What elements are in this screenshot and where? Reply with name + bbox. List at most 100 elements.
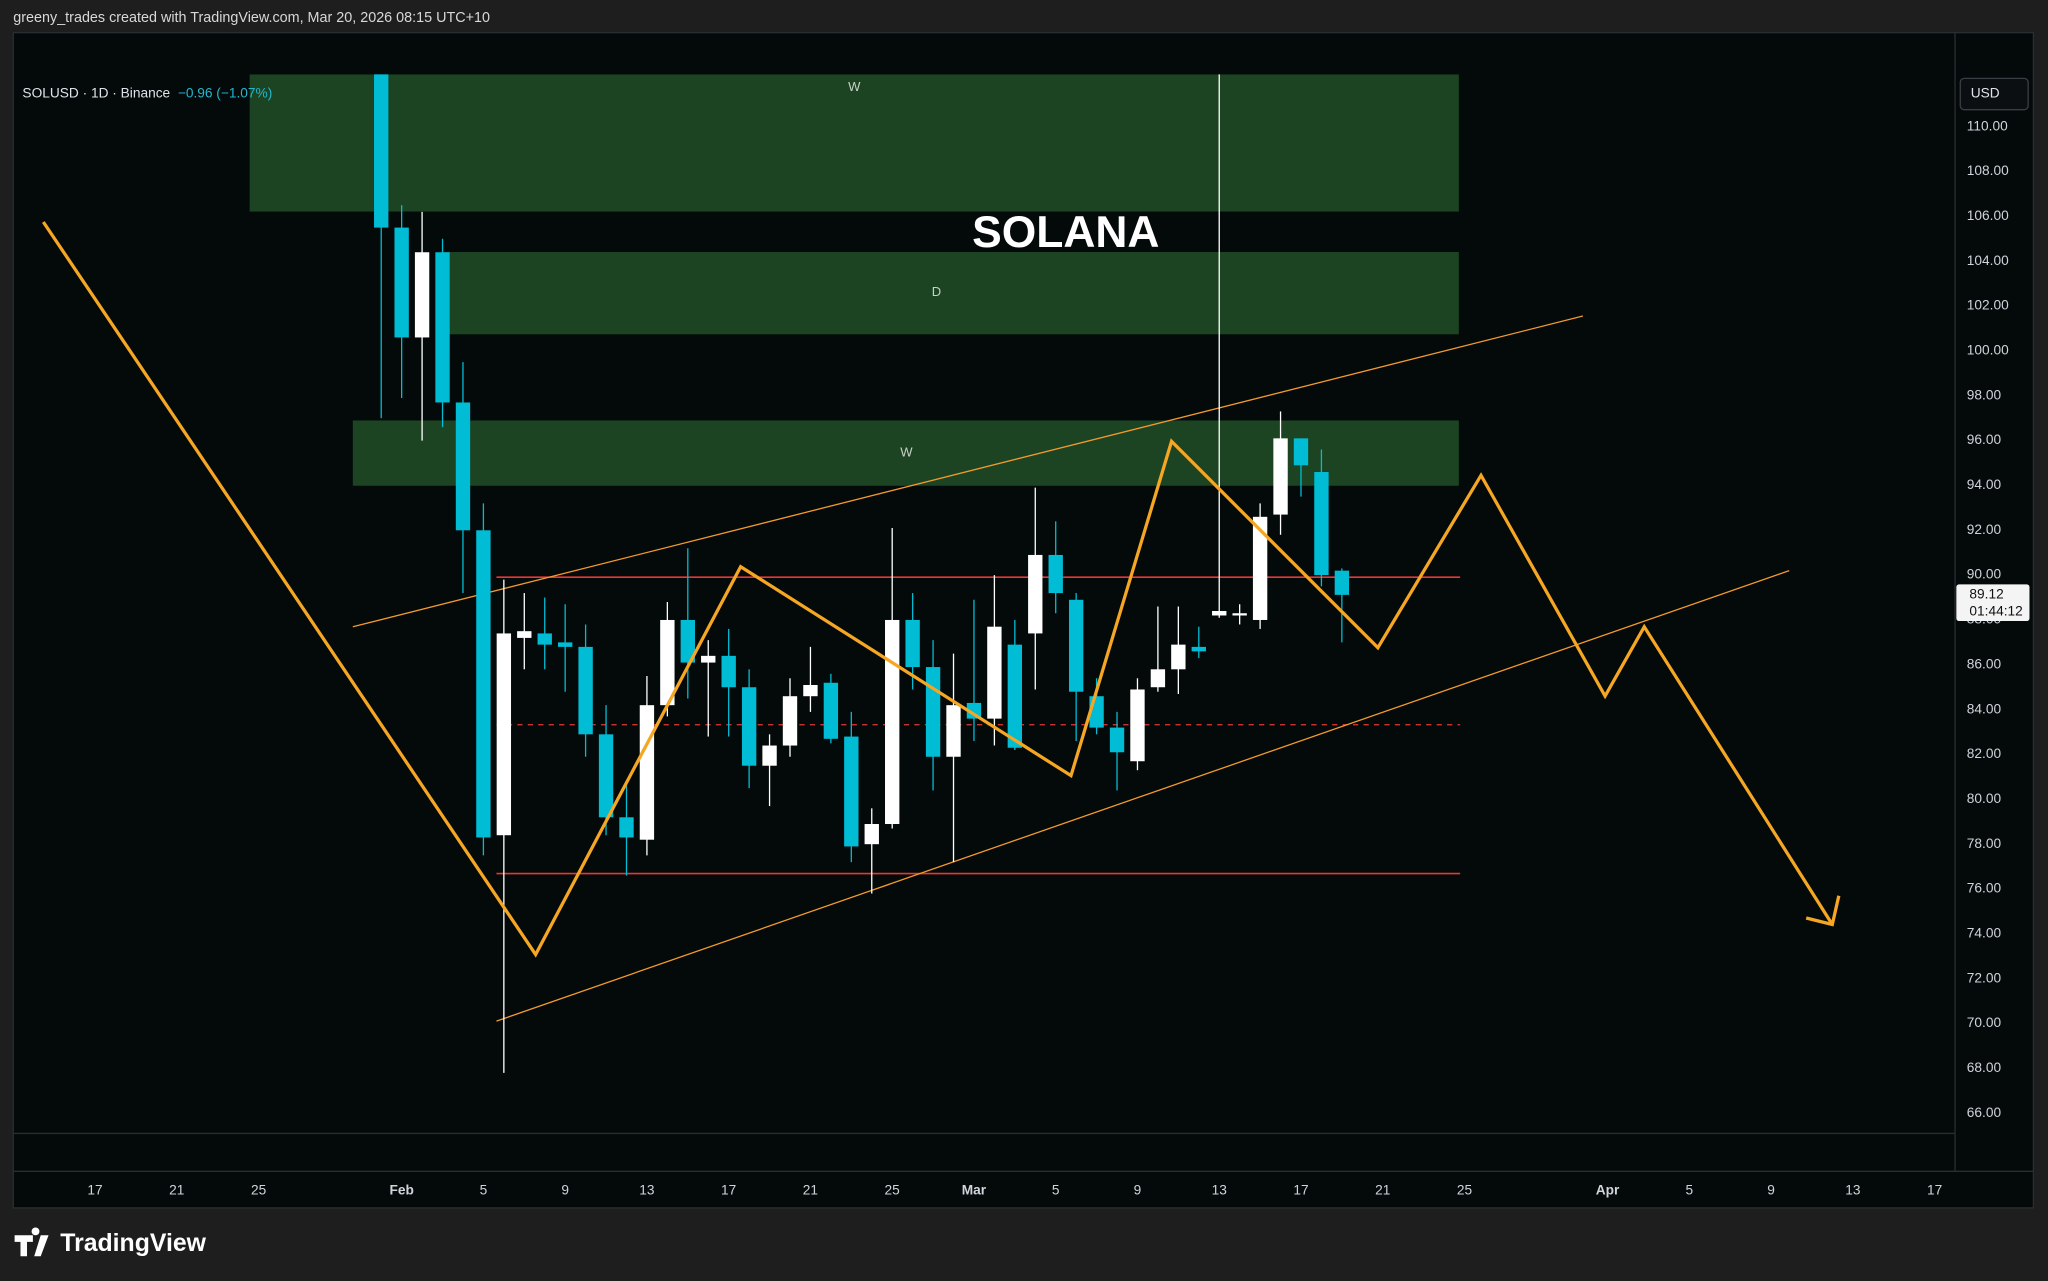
candle-body: [1334, 570, 1350, 595]
y-tick-label: 106.00: [1967, 208, 2009, 223]
y-tick-label: 96.00: [1967, 432, 2002, 447]
candle-body: [1252, 516, 1268, 620]
x-tick-label: 17: [1293, 1183, 1308, 1198]
candle-body: [455, 402, 471, 531]
x-tick-label: 5: [1686, 1183, 1694, 1198]
candle-body: [1212, 611, 1227, 616]
x-tick-label: Apr: [1596, 1183, 1620, 1198]
candle-body: [537, 633, 552, 645]
candle-body: [496, 633, 512, 836]
chart-pane: [12, 31, 2035, 1209]
x-tick-label: 25: [251, 1183, 267, 1198]
x-axis: 17 21 25 Feb 5 9 13 17 21 25 Mar 5 9 13 17 21 25 Apr 5 9 13 1…: [87, 1183, 1942, 1198]
x-tick-label: 25: [885, 1183, 901, 1198]
candle-body: [557, 642, 573, 647]
x-tick-label: 9: [1767, 1183, 1775, 1198]
candle-body: [374, 74, 389, 228]
price-tag: 89.12 01:44:12: [1956, 584, 2030, 621]
x-tick-label: 13: [639, 1183, 655, 1198]
trend-line: [496, 570, 1790, 1022]
candle-body: [823, 682, 839, 739]
supply-zone: [441, 252, 1459, 335]
projection-path: [41, 221, 1834, 958]
candle-body: [1232, 613, 1247, 616]
x-tick-label: 21: [803, 1183, 818, 1198]
y-tick-label: 82.00: [1967, 746, 2002, 761]
x-tick-label: 13: [1845, 1183, 1861, 1198]
candle-body: [598, 734, 614, 818]
candle-body: [1109, 727, 1125, 753]
x-tick-label: 17: [721, 1183, 736, 1198]
x-tick-label: 21: [169, 1183, 184, 1198]
supply-zone: [249, 74, 1459, 212]
candle-body: [1273, 438, 1288, 515]
brand-logo: TradingView: [14, 1227, 207, 1257]
y-tick-label: 94.00: [1967, 477, 2002, 492]
candle-body: [1293, 438, 1309, 466]
brand-name: TradingView: [60, 1230, 206, 1257]
candle-body: [1048, 554, 1063, 594]
y-tick-label: 66.00: [1967, 1105, 2002, 1120]
trend-line: [352, 315, 1584, 628]
chart-title: SOLANA: [972, 208, 1159, 257]
y-tick-label: 110.00: [1967, 118, 2008, 133]
zone-label: W: [848, 79, 861, 94]
currency-label[interactable]: USD: [1971, 86, 2000, 101]
candle-body: [1150, 669, 1166, 688]
candle-body: [1191, 646, 1206, 652]
zone-label: D: [932, 284, 941, 299]
candle-body: [476, 530, 491, 838]
y-tick-label: 70.00: [1967, 1015, 2002, 1030]
candle-body: [1028, 554, 1043, 634]
footer: [0, 1209, 2048, 1281]
zone-label: W: [900, 445, 913, 460]
y-tick-label: 84.00: [1967, 701, 2002, 716]
candle-body: [701, 655, 716, 663]
candle-body: [1130, 689, 1145, 762]
last-price: 89.12: [1969, 586, 2003, 601]
candle-body: [578, 646, 593, 735]
candle-body: [925, 667, 941, 757]
candle-body: [803, 684, 818, 697]
symbol-legend: SOLUSD · 1D · Binance: [22, 86, 170, 101]
x-tick-label: Feb: [389, 1183, 413, 1198]
price-change: −0.96 (−1.07%): [178, 86, 272, 101]
candle-body: [741, 687, 757, 766]
drawings: [41, 221, 1841, 958]
x-tick-label: 25: [1457, 1183, 1473, 1198]
y-tick-label: 86.00: [1967, 656, 2002, 671]
y-tick-label: 68.00: [1967, 1060, 2002, 1075]
candle-body: [946, 705, 961, 757]
projection-arrowhead: [1805, 895, 1841, 927]
y-tick-label: 78.00: [1967, 836, 2002, 851]
candle-body: [660, 619, 675, 706]
x-tick-label: 9: [561, 1183, 569, 1198]
candle-body: [1007, 644, 1023, 748]
x-tick-label: 13: [1212, 1183, 1228, 1198]
price-tag-box: [1956, 584, 2030, 621]
candle-body: [1068, 599, 1084, 692]
countdown: 01:44:12: [1969, 603, 2022, 618]
candle-body: [435, 252, 450, 403]
logo-mark: [14, 1227, 49, 1257]
x-tick-label: 17: [1927, 1183, 1942, 1198]
candle-body: [394, 227, 409, 338]
y-tick-label: 104.00: [1967, 253, 2009, 268]
zones: W D W: [249, 74, 1459, 486]
candle-body: [844, 736, 859, 847]
x-tick-label: Mar: [962, 1183, 987, 1198]
candle-body: [885, 619, 900, 825]
x-tick-label: 5: [480, 1183, 488, 1198]
levels: [352, 315, 1790, 1022]
candle-body: [1171, 644, 1186, 670]
candle-body: [905, 619, 920, 668]
y-tick-label: 100.00: [1967, 343, 2009, 358]
x-tick-label: 5: [1052, 1183, 1060, 1198]
currency-button[interactable]: [1959, 77, 2029, 111]
candle-body: [517, 631, 532, 638]
y-tick-label: 74.00: [1967, 926, 2002, 941]
candle-body: [721, 655, 736, 688]
y-tick-label: 108.00: [1967, 163, 2009, 178]
y-tick-label: 80.00: [1967, 791, 2002, 806]
